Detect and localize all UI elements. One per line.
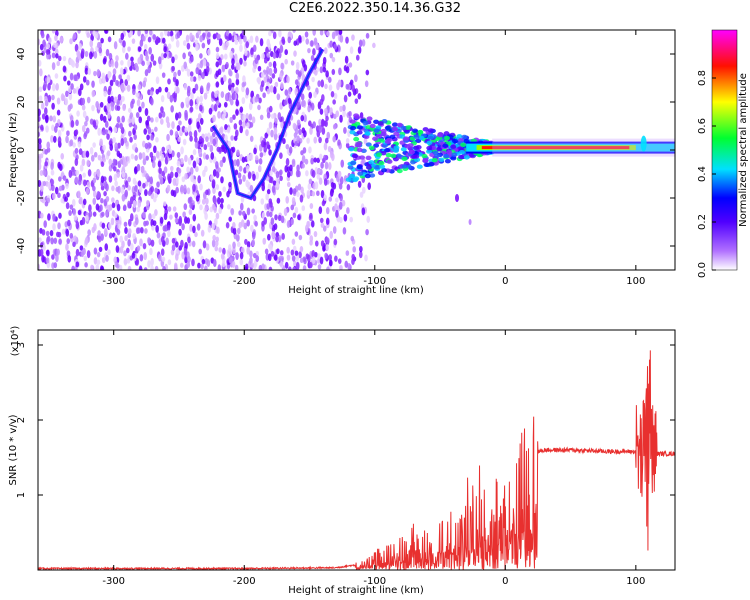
spectrogram-xlabel: Height of straight line (km) — [288, 285, 424, 296]
snr-frame — [37, 329, 676, 571]
snr-plot-area — [38, 350, 675, 570]
colorbar-tick-label: 0.8 — [697, 70, 708, 86]
y-tick-label: -40 — [16, 238, 27, 254]
x-tick-label: 100 — [626, 276, 645, 287]
spectrogram-plot-area — [38, 30, 675, 270]
x-tick-label: 0 — [502, 276, 508, 287]
x-tick-label: -300 — [102, 576, 125, 587]
snr-series-line — [38, 350, 675, 570]
snr-panel: -300 -200 -100 0 100 1 2 3 Height of straight l… — [8, 326, 676, 596]
colorbar-tick-label: 0.4 — [697, 166, 708, 182]
y-tick-label: 20 — [16, 96, 27, 109]
colorbar-label: Normalized spectral amplitude — [738, 73, 749, 227]
colorbar-gradient — [711, 29, 738, 271]
x-tick-label: -100 — [363, 576, 386, 587]
x-tick-label: -200 — [233, 276, 256, 287]
snr-scale-label: (x10⁴) — [10, 326, 21, 357]
colorbar-tick-label: 0.0 — [697, 262, 708, 278]
spectrogram-ylabel: Frequency (Hz) — [8, 112, 19, 188]
colorbar: 0.0 0.2 0.4 0.6 0.8 Normalized spectral ampl… — [697, 29, 749, 278]
chirp-arc — [211, 48, 325, 201]
x-tick-label: 100 — [626, 576, 645, 587]
carrier-band — [345, 113, 675, 225]
y-tick-label: 1 — [16, 492, 27, 498]
x-tick-label: -200 — [233, 576, 256, 587]
y-tick-label: 40 — [16, 48, 27, 61]
x-tick-label: -300 — [102, 276, 125, 287]
snr-ticks: -300 -200 -100 0 100 1 2 3 — [16, 330, 675, 587]
noise-region — [38, 30, 376, 270]
colorbar-tick-label: 0.6 — [697, 118, 708, 134]
colorbar-ticks: 0.0 0.2 0.4 0.6 0.8 — [697, 70, 716, 278]
x-tick-label: -100 — [363, 276, 386, 287]
figure-title: C2E6.2022.350.14.36.G32 — [288, 1, 462, 16]
x-tick-label: 0 — [502, 576, 508, 587]
y-tick-label: 3 — [16, 342, 27, 348]
y-tick-label: 0 — [16, 147, 27, 153]
snr-ylabel: SNR (10 * v/v) — [8, 414, 19, 485]
y-tick-label: -20 — [16, 190, 27, 206]
y-tick-label: 2 — [16, 417, 27, 423]
snr-xlabel: Height of straight line (km) — [288, 585, 424, 596]
colorbar-tick-label: 0.2 — [697, 214, 708, 230]
